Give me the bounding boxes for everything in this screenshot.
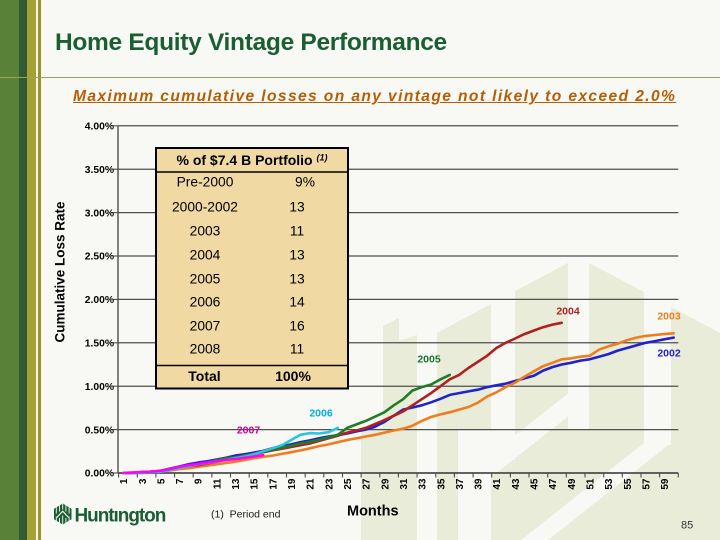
- svg-text:59: 59: [660, 478, 671, 490]
- svg-text:3: 3: [138, 478, 149, 484]
- svg-text:11: 11: [290, 223, 304, 238]
- svg-text:Huntıngton: Huntıngton: [75, 505, 166, 526]
- svg-text:49: 49: [567, 478, 578, 490]
- svg-text:0.00%: 0.00%: [85, 469, 114, 480]
- svg-text:47: 47: [548, 478, 559, 490]
- svg-text:2.00%: 2.00%: [85, 295, 114, 306]
- svg-text:Months: Months: [347, 504, 399, 520]
- svg-text:2005: 2005: [417, 354, 441, 366]
- svg-text:3.50%: 3.50%: [85, 165, 114, 176]
- svg-text:(1) Period end: (1) Period end: [211, 509, 281, 521]
- svg-text:2003: 2003: [190, 223, 221, 238]
- svg-text:11: 11: [290, 341, 304, 356]
- svg-text:2.50%: 2.50%: [85, 252, 114, 263]
- svg-text:Cumulative Loss Rate: Cumulative Loss Rate: [53, 201, 68, 343]
- svg-text:35: 35: [436, 478, 447, 490]
- svg-text:13: 13: [289, 199, 305, 214]
- svg-text:16: 16: [289, 318, 305, 333]
- svg-text:53: 53: [604, 478, 615, 490]
- svg-text:7: 7: [175, 478, 186, 484]
- svg-text:5: 5: [156, 478, 167, 484]
- svg-text:1.50%: 1.50%: [85, 339, 114, 350]
- svg-text:25: 25: [343, 478, 354, 490]
- svg-text:29: 29: [380, 478, 391, 490]
- svg-text:100%: 100%: [275, 368, 311, 384]
- svg-text:% of $7.4 B Portfolio (1): % of $7.4 B Portfolio (1): [176, 152, 327, 168]
- svg-text:2000-2002: 2000-2002: [172, 199, 238, 214]
- svg-text:17: 17: [268, 478, 279, 490]
- svg-text:15: 15: [250, 478, 261, 490]
- svg-text:2004: 2004: [190, 247, 221, 262]
- svg-text:3.00%: 3.00%: [85, 208, 114, 219]
- svg-text:9%: 9%: [295, 174, 315, 189]
- svg-text:41: 41: [492, 478, 503, 490]
- svg-text:14: 14: [289, 294, 305, 309]
- svg-text:Total: Total: [188, 368, 220, 384]
- svg-text:57: 57: [642, 478, 653, 490]
- svg-text:85: 85: [681, 520, 693, 532]
- svg-text:2002: 2002: [657, 348, 681, 360]
- svg-text:1.00%: 1.00%: [85, 382, 114, 393]
- svg-text:55: 55: [623, 478, 634, 490]
- svg-text:9: 9: [194, 478, 205, 484]
- svg-text:37: 37: [455, 478, 466, 490]
- svg-text:27: 27: [362, 478, 373, 490]
- svg-text:13: 13: [289, 271, 305, 286]
- svg-text:31: 31: [399, 478, 410, 490]
- svg-text:2006: 2006: [309, 408, 333, 420]
- svg-text:13: 13: [289, 247, 305, 262]
- svg-text:19: 19: [287, 478, 298, 490]
- svg-text:33: 33: [418, 478, 429, 490]
- svg-text:39: 39: [474, 478, 485, 490]
- svg-text:23: 23: [324, 478, 335, 490]
- svg-text:21: 21: [306, 478, 317, 490]
- svg-text:0.50%: 0.50%: [85, 425, 114, 436]
- svg-text:2007: 2007: [237, 425, 261, 437]
- svg-text:2007: 2007: [190, 318, 221, 333]
- svg-text:2005: 2005: [190, 271, 221, 286]
- svg-text:45: 45: [530, 478, 541, 490]
- svg-text:43: 43: [511, 478, 522, 490]
- svg-text:11: 11: [212, 478, 223, 489]
- svg-text:1: 1: [119, 478, 130, 484]
- svg-text:Pre-2000: Pre-2000: [177, 174, 234, 189]
- svg-text:51: 51: [586, 478, 597, 490]
- svg-text:2003: 2003: [657, 311, 681, 323]
- svg-text:4.00%: 4.00%: [85, 122, 114, 133]
- svg-text:2006: 2006: [190, 294, 221, 309]
- svg-text:2008: 2008: [190, 341, 221, 356]
- svg-text:2004: 2004: [556, 306, 580, 318]
- svg-text:13: 13: [231, 478, 242, 490]
